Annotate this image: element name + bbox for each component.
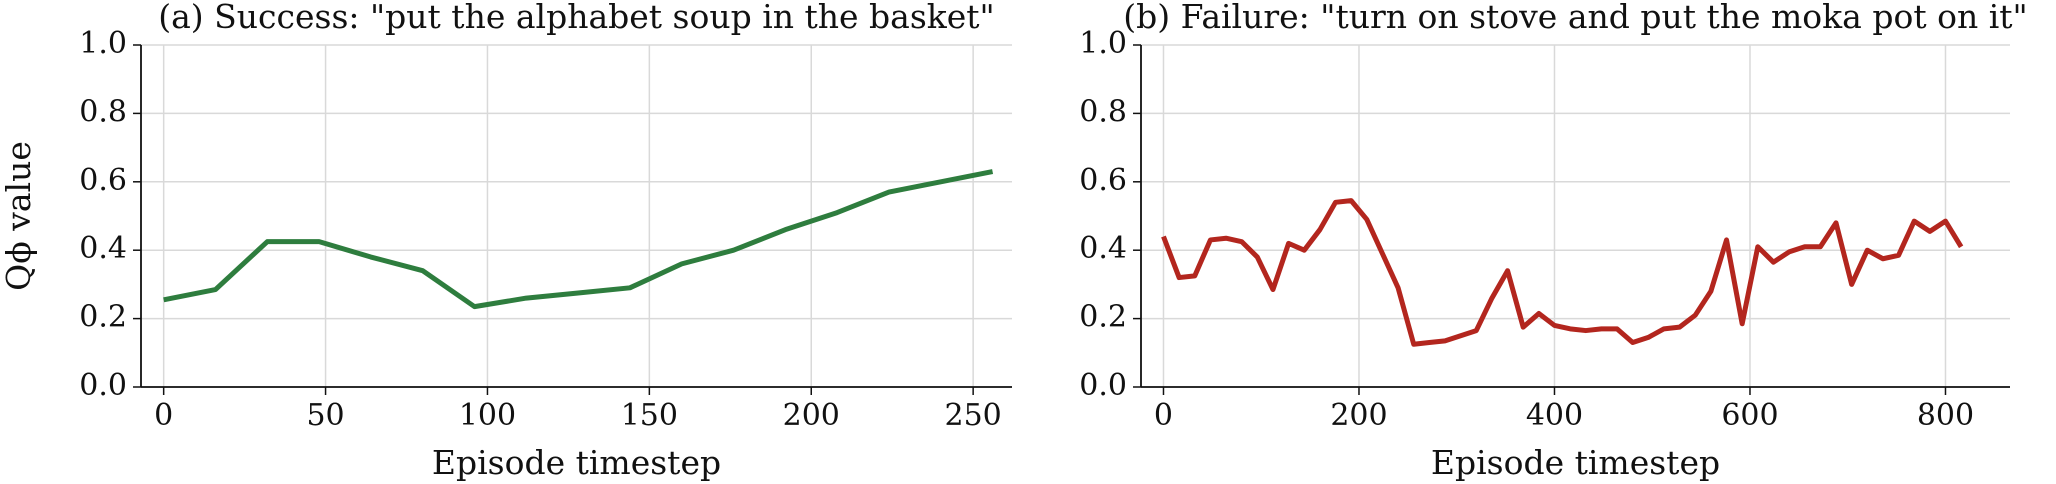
chart-title: (a) Success: "put the alphabet soup in t… bbox=[158, 0, 994, 36]
x-tick-label: 150 bbox=[621, 398, 678, 433]
data-line bbox=[163, 169, 994, 310]
y-tick-label: 0.4 bbox=[1079, 231, 1127, 266]
y-tick-label: 0.0 bbox=[1079, 368, 1127, 403]
y-axis-label: Qϕ value bbox=[0, 141, 38, 291]
y-tick-label: 0.6 bbox=[79, 163, 127, 198]
x-tick-label: 100 bbox=[459, 398, 516, 433]
x-tick-label: 200 bbox=[1330, 398, 1387, 433]
x-axis-label: Episode timestep bbox=[1431, 443, 1720, 482]
x-tick-label: 600 bbox=[1721, 398, 1778, 433]
x-axis-label: Episode timestep bbox=[432, 443, 721, 482]
x-tick-label: 0 bbox=[1154, 398, 1173, 433]
y-tick-label: 1.0 bbox=[79, 26, 127, 61]
x-tick-label: 400 bbox=[1526, 398, 1583, 433]
y-tick-label: 0.8 bbox=[1079, 94, 1127, 129]
chart-title: (b) Failure: "turn on stove and put the … bbox=[1123, 0, 2027, 36]
y-tick-label: 0.6 bbox=[1079, 163, 1127, 198]
y-tick-label: 0.0 bbox=[79, 368, 127, 403]
x-tick-label: 50 bbox=[306, 398, 344, 433]
y-tick-label: 0.2 bbox=[1079, 300, 1127, 335]
x-tick-label: 250 bbox=[945, 398, 1002, 433]
y-tick-label: 0.2 bbox=[79, 300, 127, 335]
data-line bbox=[1161, 198, 1964, 347]
x-tick-label: 0 bbox=[154, 398, 173, 433]
y-tick-label: 0.4 bbox=[79, 231, 127, 266]
x-tick-label: 800 bbox=[1917, 398, 1974, 433]
y-tick-label: 0.8 bbox=[79, 94, 127, 129]
x-tick-label: 200 bbox=[783, 398, 840, 433]
y-tick-label: 1.0 bbox=[1079, 26, 1127, 61]
